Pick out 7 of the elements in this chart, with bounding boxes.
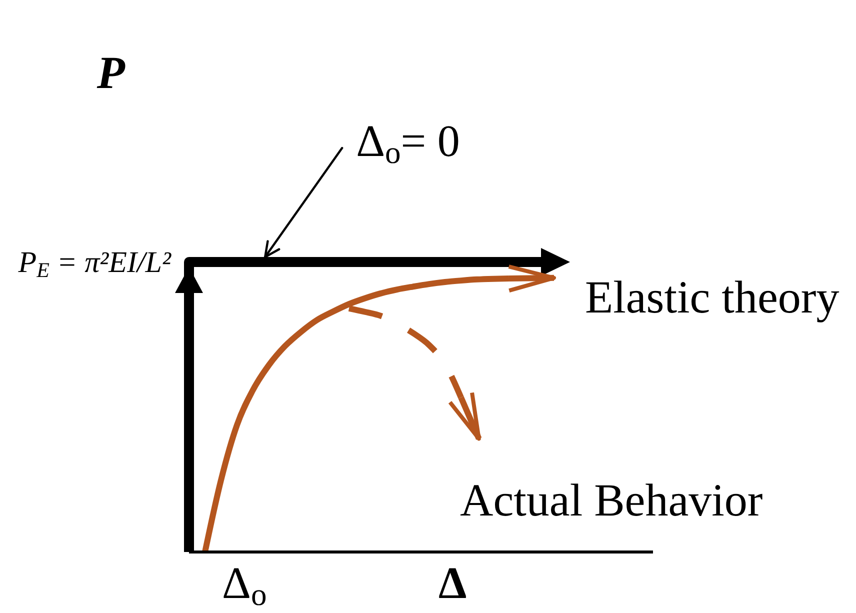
text: Δ$_{o}$ <box>222 558 267 612</box>
text: Δ$_{o}$= 0 <box>356 116 460 170</box>
text: P$_{E}$ = π²EI/L² <box>17 246 172 282</box>
series-label: Actual Behavior <box>460 474 763 526</box>
x-axis-title: Δ <box>438 558 467 608</box>
series-label: Elastic theory <box>585 272 840 323</box>
y-axis-title: P <box>96 47 126 98</box>
